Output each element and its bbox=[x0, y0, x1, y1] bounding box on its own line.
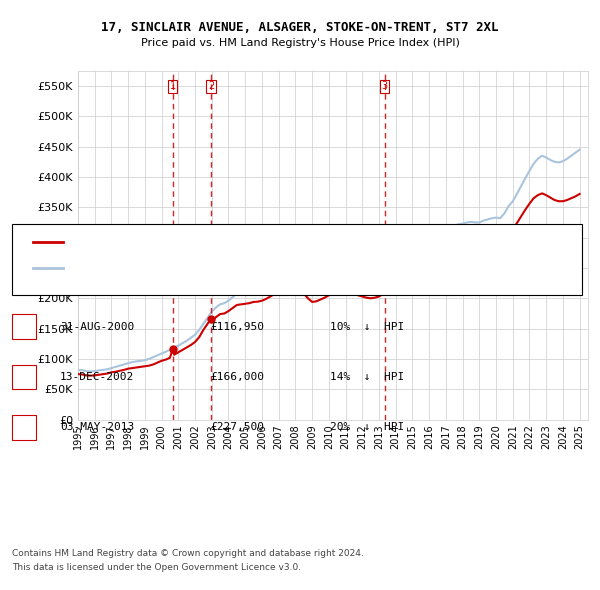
Text: 14%  ↓  HPI: 14% ↓ HPI bbox=[330, 372, 404, 382]
Text: HPI: Average price, detached house, Cheshire East: HPI: Average price, detached house, Ches… bbox=[66, 263, 314, 272]
Text: 03-MAY-2013: 03-MAY-2013 bbox=[60, 422, 134, 432]
Text: 17, SINCLAIR AVENUE, ALSAGER, STOKE-ON-TRENT, ST7 2XL (detached house): 17, SINCLAIR AVENUE, ALSAGER, STOKE-ON-T… bbox=[66, 236, 451, 245]
Text: 10%  ↓  HPI: 10% ↓ HPI bbox=[330, 322, 404, 332]
Text: £166,000: £166,000 bbox=[210, 372, 264, 382]
Text: 3: 3 bbox=[20, 422, 28, 432]
Text: 31-AUG-2000: 31-AUG-2000 bbox=[60, 322, 134, 332]
Text: 2: 2 bbox=[208, 81, 214, 91]
Text: 2: 2 bbox=[20, 372, 28, 382]
Text: 20%  ↓  HPI: 20% ↓ HPI bbox=[330, 422, 404, 432]
Text: This data is licensed under the Open Government Licence v3.0.: This data is licensed under the Open Gov… bbox=[12, 563, 301, 572]
Text: 1: 1 bbox=[170, 81, 176, 91]
Text: Price paid vs. HM Land Registry's House Price Index (HPI): Price paid vs. HM Land Registry's House … bbox=[140, 38, 460, 48]
Text: 17, SINCLAIR AVENUE, ALSAGER, STOKE-ON-TRENT, ST7 2XL: 17, SINCLAIR AVENUE, ALSAGER, STOKE-ON-T… bbox=[101, 21, 499, 34]
Text: £227,500: £227,500 bbox=[210, 422, 264, 432]
Text: 1: 1 bbox=[20, 322, 28, 332]
Text: Contains HM Land Registry data © Crown copyright and database right 2024.: Contains HM Land Registry data © Crown c… bbox=[12, 549, 364, 558]
Text: £116,950: £116,950 bbox=[210, 322, 264, 332]
Text: 13-DEC-2002: 13-DEC-2002 bbox=[60, 372, 134, 382]
Text: 3: 3 bbox=[382, 81, 388, 91]
